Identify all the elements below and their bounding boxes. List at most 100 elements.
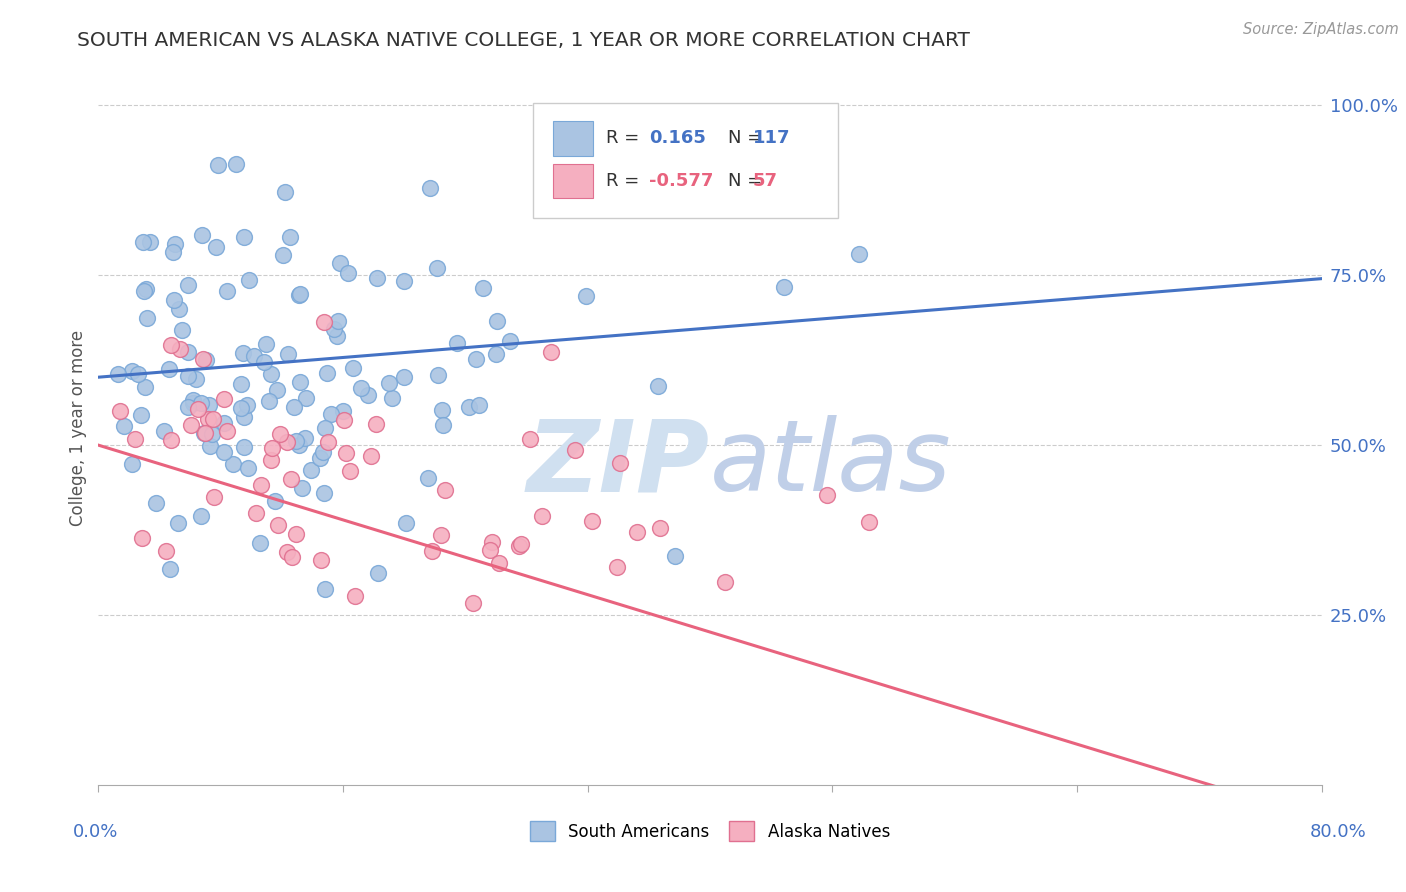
- Point: [205, 240, 228, 254]
- Point: [295, 392, 318, 406]
- Text: ZIP: ZIP: [527, 416, 710, 512]
- Text: Source: ZipAtlas.com: Source: ZipAtlas.com: [1243, 22, 1399, 37]
- Point: [290, 375, 312, 389]
- Point: [274, 185, 297, 199]
- Point: [426, 368, 449, 382]
- Point: [242, 349, 264, 363]
- Point: [276, 434, 298, 449]
- Point: [157, 361, 180, 376]
- Point: [198, 398, 221, 412]
- Point: [225, 157, 247, 171]
- Point: [254, 337, 277, 351]
- Point: [357, 388, 380, 402]
- Point: [215, 284, 238, 298]
- Point: [202, 412, 225, 426]
- Point: [269, 426, 291, 441]
- Point: [392, 274, 415, 288]
- Point: [318, 434, 340, 449]
- Text: 57: 57: [752, 172, 778, 190]
- Text: N =: N =: [728, 129, 768, 147]
- Point: [519, 433, 541, 447]
- Point: [245, 506, 267, 520]
- Point: [299, 463, 322, 477]
- Point: [378, 376, 401, 390]
- Point: [132, 235, 155, 249]
- Point: [485, 314, 508, 328]
- Point: [162, 245, 184, 260]
- Point: [160, 338, 183, 352]
- Point: [418, 471, 440, 485]
- Point: [446, 335, 468, 350]
- Text: atlas: atlas: [710, 416, 952, 512]
- Point: [160, 434, 183, 448]
- Point: [276, 544, 298, 558]
- Point: [479, 543, 502, 558]
- Point: [207, 158, 229, 172]
- Point: [232, 230, 254, 244]
- Point: [250, 477, 273, 491]
- Point: [364, 417, 387, 431]
- Point: [564, 443, 586, 458]
- Text: 117: 117: [752, 129, 790, 147]
- Point: [181, 392, 204, 407]
- Point: [134, 380, 156, 394]
- Point: [481, 535, 503, 549]
- Point: [198, 439, 221, 453]
- Point: [159, 562, 181, 576]
- Point: [277, 347, 299, 361]
- Point: [420, 544, 443, 558]
- Point: [485, 347, 508, 361]
- Point: [606, 560, 628, 574]
- Point: [259, 393, 281, 408]
- Point: [215, 424, 238, 438]
- Point: [314, 420, 336, 434]
- Point: [360, 449, 382, 463]
- Point: [132, 284, 155, 298]
- Point: [264, 493, 287, 508]
- Point: [848, 247, 870, 261]
- Point: [367, 566, 389, 580]
- Point: [131, 531, 153, 545]
- Legend: South Americans, Alaska Natives: South Americans, Alaska Natives: [523, 814, 897, 848]
- Point: [426, 260, 449, 275]
- Point: [773, 280, 796, 294]
- Point: [332, 404, 354, 418]
- Point: [166, 516, 188, 530]
- Point: [170, 323, 193, 337]
- Point: [107, 368, 129, 382]
- Point: [319, 407, 342, 421]
- Point: [236, 398, 259, 412]
- Point: [609, 456, 631, 470]
- Point: [190, 509, 212, 524]
- Point: [278, 229, 301, 244]
- Point: [273, 248, 295, 262]
- Point: [581, 514, 603, 528]
- Point: [294, 431, 316, 445]
- Point: [574, 289, 596, 303]
- Point: [647, 379, 669, 393]
- Point: [135, 282, 157, 296]
- Point: [167, 302, 190, 317]
- Point: [145, 495, 167, 509]
- FancyBboxPatch shape: [554, 121, 592, 155]
- Point: [342, 360, 364, 375]
- Point: [395, 516, 418, 531]
- Point: [858, 516, 880, 530]
- Point: [127, 367, 149, 381]
- Point: [508, 539, 530, 553]
- Point: [232, 345, 254, 359]
- Point: [139, 235, 162, 249]
- Point: [267, 517, 290, 532]
- Point: [155, 544, 177, 558]
- Point: [432, 417, 454, 432]
- Point: [314, 315, 336, 329]
- Point: [249, 535, 271, 549]
- Point: [169, 342, 191, 356]
- Text: SOUTH AMERICAN VS ALASKA NATIVE COLLEGE, 1 YEAR OR MORE CORRELATION CHART: SOUTH AMERICAN VS ALASKA NATIVE COLLEGE,…: [77, 31, 970, 50]
- Point: [201, 426, 224, 441]
- Point: [124, 433, 146, 447]
- Point: [392, 370, 415, 384]
- Point: [193, 425, 215, 440]
- FancyBboxPatch shape: [533, 103, 838, 218]
- Point: [260, 441, 283, 455]
